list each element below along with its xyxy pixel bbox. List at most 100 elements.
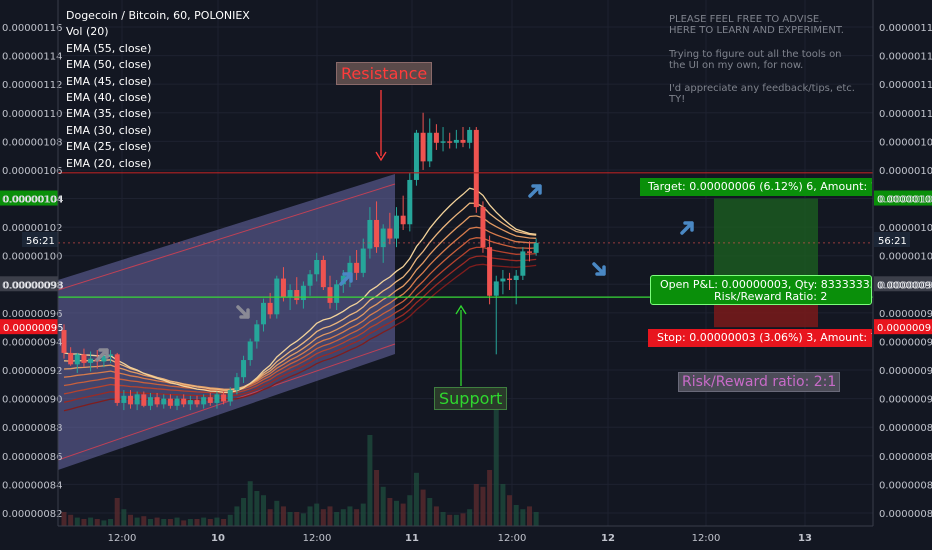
- y-tick-label-left: 0.00000100: [2, 252, 62, 263]
- note-line: Trying to figure out all the tools on: [669, 48, 842, 60]
- candle-body: [167, 398, 173, 406]
- x-tick-label: 10: [211, 533, 225, 544]
- entry-price-tag-bg: [0, 276, 58, 292]
- candle-body: [267, 302, 273, 315]
- y-tick-label-right: 0.00000086: [879, 452, 932, 463]
- volume-bar: [500, 484, 506, 526]
- volume-bar: [360, 503, 366, 526]
- candle-body: [227, 390, 233, 402]
- y-tick-label-left: 0.00000084: [2, 480, 62, 491]
- volume-bar: [407, 495, 413, 526]
- volume-bar: [88, 517, 94, 526]
- candle-body: [154, 397, 160, 405]
- candle-body: [234, 377, 240, 391]
- candle-body: [241, 360, 247, 378]
- resistance-arrow-head: [375, 151, 387, 162]
- candle-body: [147, 397, 153, 406]
- candle-body: [440, 141, 446, 143]
- legend-item: EMA (40, close): [66, 91, 152, 105]
- author-note: PLEASE FEEL FREE TO ADVISE. HERE TO LEAR…: [669, 14, 869, 106]
- candle-body: [61, 330, 67, 353]
- candle-body: [513, 275, 519, 281]
- volume-bar: [74, 517, 80, 526]
- volume-bar: [101, 520, 107, 526]
- entry-price-tag: 0.00000098: [877, 280, 932, 291]
- y-tick-label-left: 0.00000098: [2, 280, 62, 291]
- candle-body: [134, 394, 140, 405]
- position-zone-layer: [714, 198, 818, 328]
- target-price-tag-bg: [0, 190, 58, 206]
- risk-reward-label[interactable]: Risk/Reward ratio: 2:1: [678, 372, 841, 392]
- legend-item: EMA (30, close): [66, 123, 152, 137]
- volume-bar: [394, 500, 399, 526]
- candle-body: [108, 354, 114, 356]
- candle-body: [447, 141, 453, 143]
- trend-arrow-icon: [528, 184, 542, 198]
- candle-body: [420, 132, 426, 162]
- candle-body: [480, 207, 486, 248]
- open-pnl-line: Open P&L: 0.00000003, Qty: 833333333: [660, 278, 872, 291]
- y-tick-label-right: 0.00000110: [879, 109, 932, 120]
- y-tick-label-left: 0.00000092: [2, 366, 62, 377]
- volume-bar: [154, 517, 160, 526]
- y-tick-label-left: 0.00000104: [2, 195, 62, 206]
- volume-bar: [307, 506, 313, 526]
- resistance-label[interactable]: Resistance: [336, 62, 433, 85]
- candle-body: [174, 398, 180, 406]
- candle-body: [121, 395, 127, 403]
- target-label[interactable]: Target: 0.00000006 (6.12%) 6, Amount: 15: [640, 178, 872, 196]
- volume-bar: [354, 509, 360, 526]
- volume-bar: [161, 519, 167, 526]
- channel-lower-line: [58, 343, 396, 461]
- target-price-tag: 0.00000104: [877, 195, 932, 206]
- candle-body: [287, 290, 293, 298]
- candle-body: [280, 278, 286, 298]
- support-label[interactable]: Support: [434, 387, 508, 410]
- candle-body: [367, 219, 373, 249]
- candle-body: [221, 394, 227, 402]
- volume-bar: [241, 498, 247, 526]
- volume-bar: [174, 517, 180, 526]
- candle-body: [500, 278, 506, 282]
- candle-body: [360, 248, 366, 273]
- target-price-tag: 0.00000104: [3, 195, 63, 206]
- candle-body: [254, 324, 260, 342]
- volume-bar: [320, 509, 326, 526]
- ema-line: [63, 246, 537, 395]
- open-pnl-label[interactable]: Open P&L: 0.00000003, Qty: 833333333 Ris…: [650, 275, 872, 305]
- candle-body: [307, 274, 313, 286]
- volume-bar: [287, 512, 293, 526]
- volume-bar: [81, 519, 87, 526]
- current-time-tag-bg: [22, 232, 58, 247]
- candle-body: [394, 215, 399, 239]
- y-tick-label-left: 0.00000108: [2, 137, 62, 148]
- volume-bar: [493, 393, 499, 526]
- candle-body: [493, 281, 499, 296]
- candle-body: [247, 341, 253, 361]
- y-tick-label-right: 0.00000104: [879, 195, 932, 206]
- y-tick-label-left: 0.00000102: [2, 223, 62, 234]
- legend-item: Vol (20): [66, 25, 109, 39]
- volume-bar: [460, 513, 466, 526]
- stop-price-tag-bg: [874, 319, 932, 335]
- x-tick-label: 11: [405, 533, 419, 544]
- channel-upper-line: [58, 183, 396, 291]
- candle-body: [181, 398, 187, 405]
- y-tick-label-left: 0.00000106: [2, 166, 62, 177]
- note-line: I'd appreciate any feedback/tips, etc. T…: [669, 83, 855, 106]
- stop-label[interactable]: Stop: 0.00000003 (3.06%) 3, Amount: 75: [648, 329, 872, 347]
- target-zone: [714, 198, 818, 285]
- support-arrow-head: [455, 304, 467, 315]
- risk-reward-ratio-line: Risk/Reward Ratio: 2: [714, 290, 828, 303]
- trend-arrow-icon-shape: [339, 272, 353, 286]
- volume-bar: [380, 486, 386, 526]
- y-tick-label-right: 0.00000096: [879, 309, 932, 320]
- candle-body: [74, 354, 80, 365]
- trend-arrow-icon: [339, 272, 353, 286]
- volume-bar: [487, 470, 493, 526]
- y-tick-label-left: 0.00000094: [2, 337, 62, 348]
- volume-bar: [221, 519, 227, 526]
- entry-price-tag: 0.00000098: [3, 280, 63, 291]
- volume-bar: [427, 498, 433, 526]
